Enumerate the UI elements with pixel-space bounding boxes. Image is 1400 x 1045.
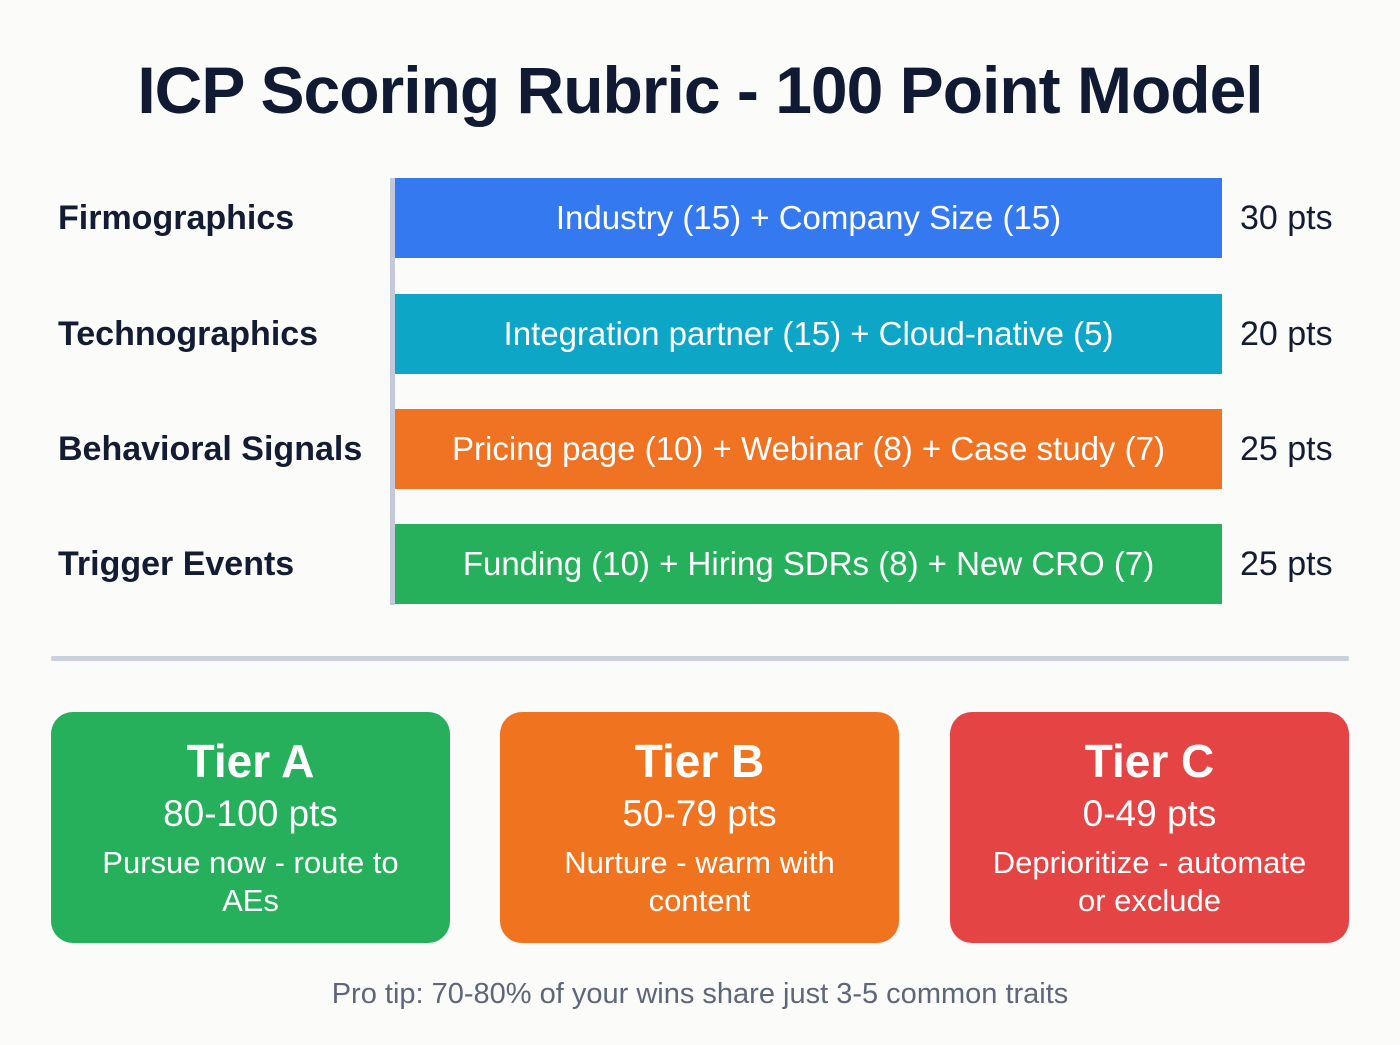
tier-card-b: Tier B 50-79 pts Nurture - warm with con… bbox=[500, 712, 899, 943]
category-bar: Integration partner (15) + Cloud-native … bbox=[395, 294, 1222, 374]
tier-name: Tier B bbox=[634, 735, 765, 787]
category-row-firmographics: Firmographics Industry (15) + Company Si… bbox=[0, 178, 1400, 258]
tier-description: Deprioritize - automate or exclude bbox=[992, 845, 1307, 918]
category-points: 20 pts bbox=[1240, 315, 1333, 353]
section-divider bbox=[51, 656, 1349, 661]
tier-card-c: Tier C 0-49 pts Deprioritize - automate … bbox=[950, 712, 1349, 943]
tier-name: Tier A bbox=[186, 735, 315, 787]
category-label: Firmographics bbox=[58, 199, 295, 237]
category-row-technographics: Technographics Integration partner (15) … bbox=[0, 294, 1400, 374]
category-label: Trigger Events bbox=[58, 545, 295, 583]
rubric-axis-line bbox=[390, 178, 395, 605]
tier-range: 50-79 pts bbox=[622, 793, 777, 834]
tier-range: 80-100 pts bbox=[163, 793, 338, 834]
category-bar: Pricing page (10) + Webinar (8) + Case s… bbox=[395, 409, 1222, 489]
category-points: 25 pts bbox=[1240, 430, 1333, 468]
tier-description: Nurture - warm with content bbox=[564, 845, 835, 918]
category-points: 30 pts bbox=[1240, 199, 1333, 237]
tier-card-a: Tier A 80-100 pts Pursue now - route to … bbox=[51, 712, 450, 943]
tier-range: 0-49 pts bbox=[1082, 793, 1217, 834]
category-label: Behavioral Signals bbox=[58, 430, 363, 468]
page-title: ICP Scoring Rubric - 100 Point Model bbox=[137, 53, 1263, 127]
category-bar: Funding (10) + Hiring SDRs (8) + New CRO… bbox=[395, 524, 1222, 604]
category-row-trigger-events: Trigger Events Funding (10) + Hiring SDR… bbox=[0, 524, 1400, 604]
category-row-behavioral-signals: Behavioral Signals Pricing page (10) + W… bbox=[0, 409, 1400, 489]
category-label: Technographics bbox=[58, 315, 319, 353]
footer-tip: Pro tip: 70-80% of your wins share just … bbox=[331, 978, 1069, 1010]
tier-name: Tier C bbox=[1084, 735, 1215, 787]
tier-description: Pursue now - route to AEs bbox=[102, 845, 399, 918]
category-bar: Industry (15) + Company Size (15) bbox=[395, 178, 1222, 258]
category-points: 25 pts bbox=[1240, 545, 1333, 583]
